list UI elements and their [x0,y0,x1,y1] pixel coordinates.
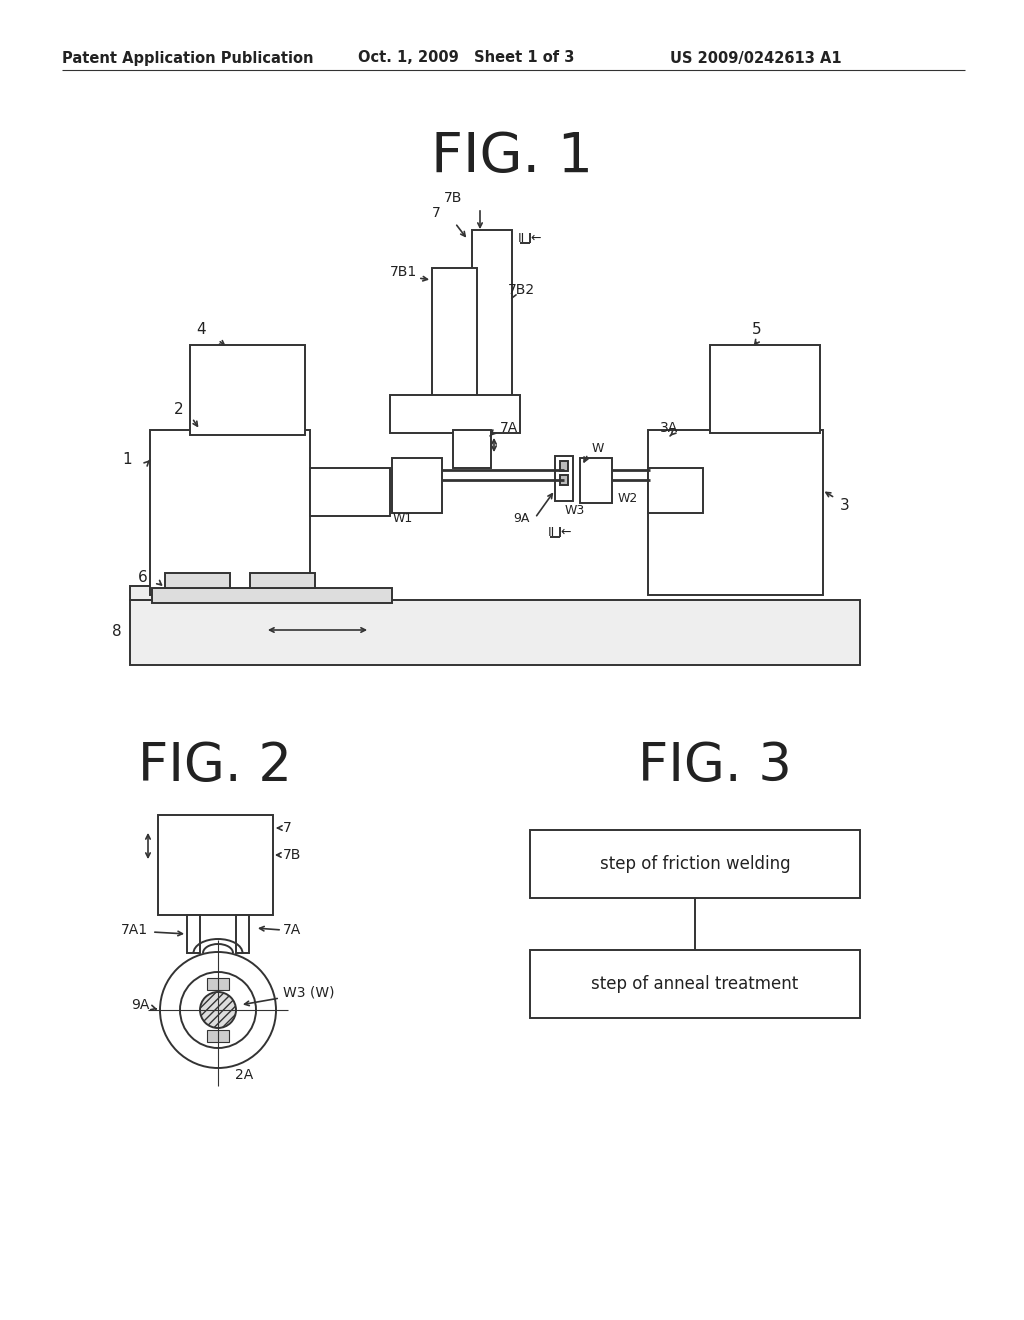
Text: W3: W3 [565,503,586,516]
Bar [187,915,200,953]
Text: US 2009/0242613 A1: US 2009/0242613 A1 [670,50,842,66]
Bar [207,1030,229,1041]
Text: 7A: 7A [283,923,301,937]
Text: 7: 7 [432,206,440,220]
Bar [648,469,703,513]
Text: 7B2: 7B2 [508,282,536,297]
Text: 9A: 9A [513,511,529,524]
Bar [310,469,390,516]
Text: 4: 4 [196,322,206,338]
Text: 7: 7 [283,821,292,836]
Bar [453,430,490,469]
Text: 7B: 7B [283,847,301,862]
Bar [150,430,310,595]
Text: FIG. 1: FIG. 1 [431,129,593,183]
Text: ←: ← [530,231,541,244]
Bar [530,950,860,1018]
Bar [130,586,180,601]
Text: FIG. 2: FIG. 2 [138,741,292,792]
Bar [530,830,860,898]
Bar [432,268,477,399]
Text: W2: W2 [618,491,638,504]
Text: 6: 6 [138,570,148,586]
Text: II: II [548,525,555,539]
Bar [207,978,229,990]
Text: 7B1: 7B1 [390,265,417,279]
Bar [580,458,612,503]
Text: ←: ← [560,525,570,539]
Text: 5: 5 [752,322,762,338]
Text: II: II [518,231,525,244]
Text: 9A: 9A [132,998,150,1012]
Text: Oct. 1, 2009   Sheet 1 of 3: Oct. 1, 2009 Sheet 1 of 3 [358,50,574,66]
Text: Patent Application Publication: Patent Application Publication [62,50,313,66]
Text: 2: 2 [174,403,183,417]
Text: W1: W1 [393,511,414,524]
Circle shape [200,993,236,1028]
Text: 7B: 7B [443,191,462,205]
Text: W3 (W): W3 (W) [283,985,335,999]
Text: 2A: 2A [234,1068,253,1082]
Bar [250,573,315,587]
Bar [130,601,860,665]
Bar [392,458,442,513]
Text: FIG. 3: FIG. 3 [638,741,792,792]
Bar [560,475,568,484]
Text: 3A: 3A [660,421,678,436]
Bar [710,345,820,433]
Text: 1: 1 [123,453,132,467]
Bar [236,915,249,953]
Text: 7A: 7A [500,421,518,436]
Text: 7A1: 7A1 [121,923,148,937]
Text: 3: 3 [840,498,850,512]
Bar [560,461,568,471]
Bar [165,573,230,587]
Bar [158,814,273,915]
Bar [152,587,392,603]
Text: 8: 8 [113,624,122,639]
Bar [472,230,512,430]
Text: step of anneal treatment: step of anneal treatment [592,975,799,993]
Bar [190,345,305,436]
Bar [648,430,823,595]
Text: step of friction welding: step of friction welding [600,855,791,873]
Bar [555,455,573,502]
Text: W: W [592,441,604,454]
Bar [390,395,520,433]
